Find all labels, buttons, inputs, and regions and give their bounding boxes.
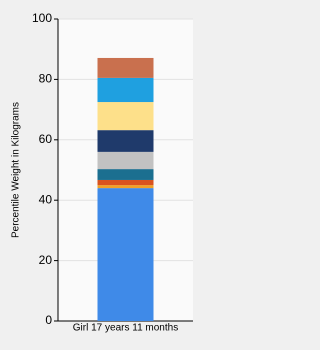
y-tick-label: 20 [39, 253, 53, 267]
bar-segment [97, 188, 154, 321]
chart: Percentile Weight in Kilograms 0 20 40 60 80… [10, 11, 193, 334]
bar-segment [97, 130, 154, 152]
bar-segment [97, 151, 154, 170]
y-tick-label: 40 [39, 192, 53, 206]
y-axis-label: Percentile Weight in Kilograms [11, 102, 22, 238]
y-tick-label: 0 [45, 313, 52, 327]
y-tick-label: 80 [39, 72, 53, 86]
bar-segment [97, 169, 154, 180]
bar-segment [97, 77, 154, 103]
bar-segment [97, 57, 154, 78]
y-tick-label: 60 [39, 132, 53, 146]
bar-segment [97, 185, 154, 189]
bar-segment [97, 179, 154, 186]
x-tick-label: Girl 17 years 11 months [73, 323, 178, 334]
y-tick-label: 100 [32, 11, 52, 25]
bar-segment [97, 102, 154, 131]
